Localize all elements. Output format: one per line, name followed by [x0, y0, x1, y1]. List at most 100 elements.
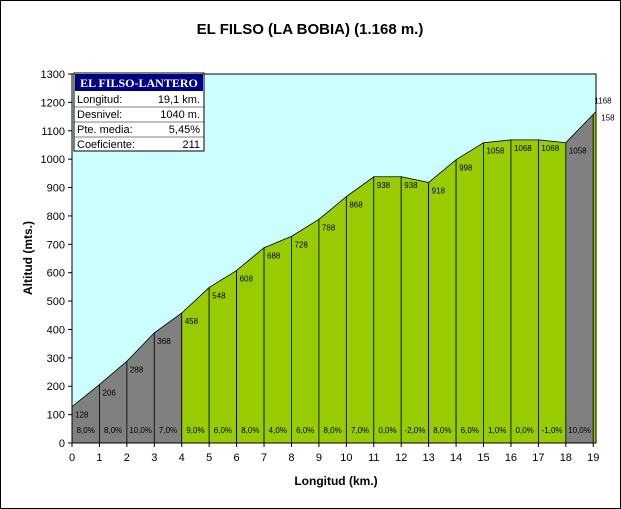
info-row-value: 5,45% — [169, 124, 200, 136]
profile-segment — [455, 141, 484, 444]
grade-label: 8,0% — [324, 426, 342, 435]
grade-label: 0,0% — [378, 426, 396, 435]
grade-label: 6,0% — [214, 426, 232, 435]
elevation-label: 938 — [377, 181, 391, 190]
x-tick-label: 5 — [206, 452, 212, 464]
profile-segment — [565, 113, 594, 444]
plot-border — [71, 73, 597, 444]
info-row-label: Pte. media: — [77, 124, 133, 136]
y-tick-label: 100 — [47, 410, 65, 422]
info-row-value: 1040 m. — [160, 109, 200, 121]
x-tick-label: 9 — [316, 452, 322, 464]
x-tick-label: 14 — [450, 452, 462, 464]
profile-segment — [263, 235, 292, 444]
elevation-label: 458 — [185, 317, 199, 326]
elevation-label: 1068 — [514, 144, 532, 153]
grade-label: 0,0% — [516, 426, 534, 435]
elevation-label: 206 — [102, 389, 116, 398]
info-row-label: Longitud: — [77, 94, 122, 106]
elevation-label: 1068 — [541, 144, 559, 153]
elevation-label: 368 — [157, 337, 171, 346]
grade-label: 8,0% — [433, 426, 451, 435]
y-axis-title: Altitud (mts.) — [21, 221, 35, 295]
x-tick-label: 15 — [477, 452, 489, 464]
x-tick-label: 16 — [505, 452, 517, 464]
x-tick-label: 8 — [288, 452, 294, 464]
grade-label: 1,0% — [488, 426, 506, 435]
elevation-label: 608 — [240, 274, 254, 283]
y-tick-label: 200 — [47, 381, 65, 393]
x-axis-title: Longitud (km.) — [294, 474, 377, 488]
x-tick-label: 6 — [234, 452, 240, 464]
y-tick-label: 1100 — [41, 126, 65, 138]
profile-segment — [181, 286, 210, 444]
elevation-label: 128 — [75, 411, 89, 420]
elevation-label: 158 — [601, 113, 615, 122]
elevation-label: 1058 — [487, 147, 505, 156]
info-row-value: 211 — [182, 139, 200, 151]
profile-segment — [537, 139, 567, 444]
x-tick-label: 1 — [96, 452, 102, 464]
elevation-label: 288 — [130, 365, 144, 374]
x-tick-label: 11 — [368, 452, 379, 464]
grade-label: 7,0% — [159, 426, 177, 435]
elevation-label: 1058 — [569, 147, 587, 156]
profile-segment — [345, 175, 375, 444]
elevation-label: 938 — [404, 181, 418, 190]
profile-segment — [428, 158, 457, 444]
grade-label: -1,0% — [542, 426, 563, 435]
y-tick-label: 600 — [47, 268, 65, 280]
grade-label: -2,0% — [404, 426, 425, 435]
grade-label: 7,0% — [351, 426, 369, 435]
y-tick-label: 1300 — [41, 69, 65, 81]
y-tick-label: 1000 — [41, 154, 65, 166]
elevation-label: 1168 — [594, 96, 612, 105]
grade-label: 10,0% — [568, 426, 591, 435]
chart-title: EL FILSO (LA BOBIA) (1.168 m.) — [197, 21, 424, 38]
y-tick-label: 400 — [47, 324, 65, 336]
grade-label: 9,0% — [186, 426, 204, 435]
x-tick-label: 17 — [532, 452, 544, 464]
profile-segment — [510, 139, 539, 444]
grade-label: 8,0% — [241, 426, 259, 435]
elevation-label: 998 — [459, 164, 473, 173]
profile-segment — [291, 218, 320, 444]
grade-label: 6,0% — [296, 426, 314, 435]
profile-segment — [400, 176, 430, 444]
x-tick-label: 18 — [560, 452, 572, 464]
x-tick-label: 7 — [261, 452, 267, 464]
x-tick-label: 13 — [423, 452, 435, 464]
x-tick-label: 2 — [124, 452, 130, 464]
profile-segment — [153, 312, 183, 444]
elevation-label: 688 — [267, 252, 281, 261]
x-tick-label: 10 — [340, 452, 352, 464]
elevation-label: 868 — [349, 201, 363, 210]
profile-segment — [373, 176, 402, 444]
grade-label: 4,0% — [269, 426, 287, 435]
info-row-label: Desnivel: — [77, 109, 122, 121]
info-box-title: EL FILSO-LANTERO — [80, 76, 198, 90]
y-tick-label: 900 — [47, 183, 65, 195]
y-tick-label: 1200 — [41, 97, 65, 109]
y-tick-label: 300 — [47, 353, 65, 365]
x-tick-label: 19 — [587, 452, 599, 464]
info-box: EL FILSO-LANTERO Longitud: 19,1 km. Desnive… — [73, 72, 205, 152]
profile-segment — [483, 139, 512, 444]
info-row-value: 19,1 km. — [158, 94, 200, 106]
grade-label: 6,0% — [461, 426, 479, 435]
x-tick-label: 4 — [179, 452, 185, 464]
info-row-label: Coeficiente: — [77, 139, 135, 151]
grade-label: 8,0% — [104, 426, 122, 435]
grade-label: 10,0% — [129, 426, 152, 435]
y-tick-label: 0 — [59, 438, 65, 450]
elevation-label: 788 — [322, 223, 336, 232]
x-tick-label: 12 — [395, 452, 407, 464]
y-tick-label: 500 — [47, 296, 65, 308]
x-tick-label: 3 — [151, 452, 157, 464]
profile-segment — [318, 195, 347, 444]
elevation-label: 918 — [432, 186, 446, 195]
x-tick-label: 0 — [69, 452, 75, 464]
y-tick-label: 700 — [47, 239, 65, 251]
elevation-label: 548 — [212, 291, 226, 300]
